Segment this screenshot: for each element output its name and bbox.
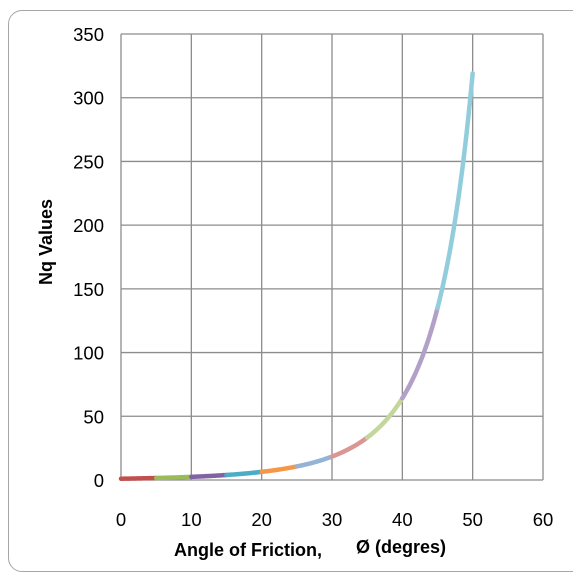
series-line-1 [118, 475, 159, 481]
y-tick-label: 150 [73, 279, 104, 300]
y-axis-title: Nq Values [36, 199, 56, 285]
series-line-5 [259, 464, 300, 475]
x-tick-label: 10 [181, 509, 202, 530]
series-line-9 [400, 305, 440, 401]
y-tick-label: 0 [94, 470, 104, 491]
y-tick-label: 250 [73, 151, 104, 172]
series-line-2 [153, 474, 194, 481]
series-line-7 [329, 435, 370, 459]
y-tick-label: 100 [73, 343, 104, 364]
x-tick-label: 20 [251, 509, 272, 530]
y-tick-labels: 0 50 100 150 200 250 300 350 [73, 24, 104, 491]
x-tick-label: 0 [116, 509, 126, 530]
series-line-4 [224, 469, 264, 478]
x-tick-label: 40 [392, 509, 413, 530]
series-line-8 [364, 395, 405, 440]
y-tick-label: 50 [83, 406, 104, 427]
y-tick-label: 350 [73, 24, 104, 45]
series-line-10 [435, 71, 475, 311]
series-line-6 [294, 454, 335, 469]
x-axis-title-symbol: Ø (degres) [356, 537, 446, 557]
chart-frame [8, 10, 573, 572]
series-group [118, 71, 475, 481]
x-tick-label: 50 [462, 509, 483, 530]
y-tick-label: 200 [73, 215, 104, 236]
grid [120, 33, 544, 481]
x-axis-title: Angle of Friction, [174, 540, 322, 560]
x-tick-label: 60 [533, 509, 554, 530]
x-tick-label: 30 [322, 509, 343, 530]
y-tick-label: 300 [73, 88, 104, 109]
series-line-3 [189, 472, 229, 480]
x-tick-labels: 0 10 20 30 40 50 60 [116, 509, 553, 530]
